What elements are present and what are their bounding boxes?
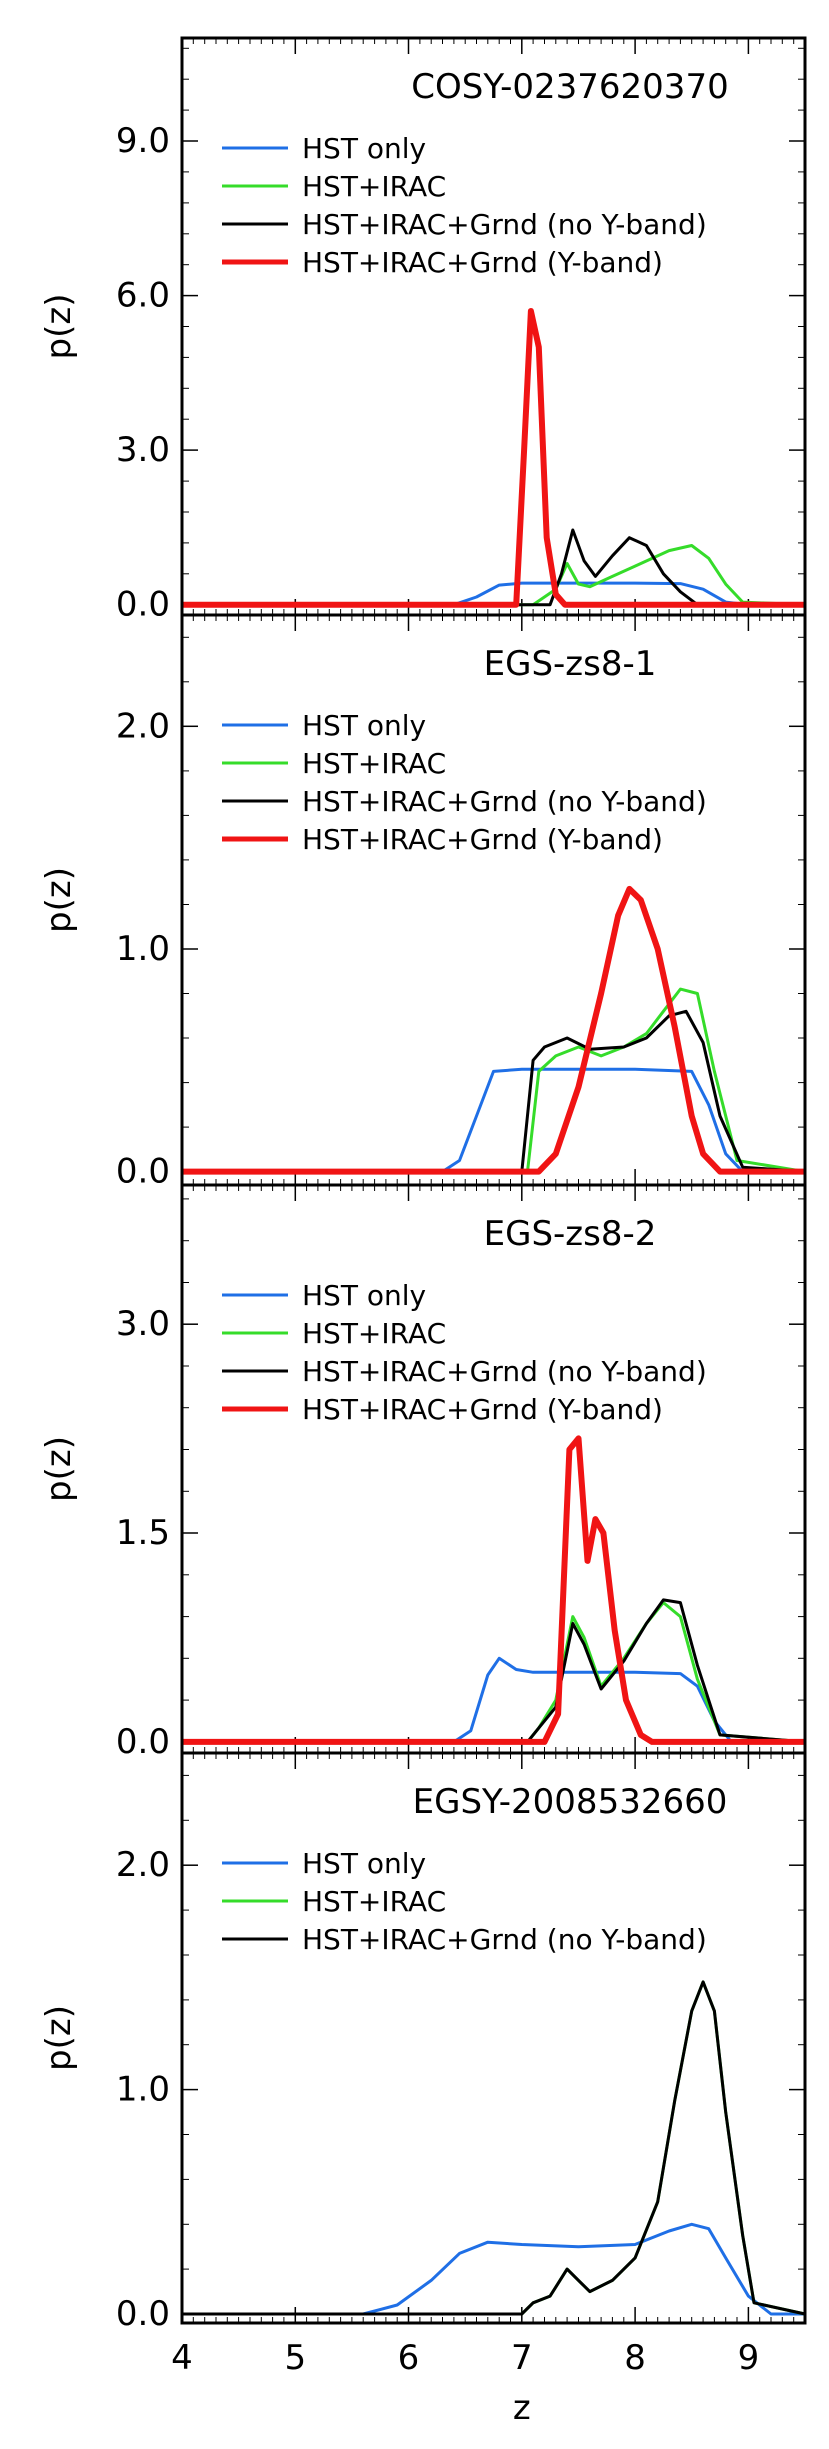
x-tick-label: 6 (398, 2338, 420, 2378)
x-tick-label: 5 (284, 2338, 306, 2378)
y-tick-label: 6.0 (116, 276, 170, 316)
legend-label: HST only (302, 709, 426, 742)
y-tick-label: 3.0 (116, 1304, 170, 1344)
y-tick-label: 1.0 (116, 929, 170, 969)
chart-title: COSY-0237620370 (411, 67, 728, 107)
legend-label: HST only (302, 132, 426, 165)
legend-label: HST+IRAC (302, 1885, 446, 1918)
series-line (182, 528, 805, 607)
legend-label: HST+IRAC+Grnd (no Y-band) (302, 785, 707, 818)
plot-frame (180, 1751, 807, 2325)
y-tick-label: 2.0 (116, 1845, 170, 1885)
legend-label: HST only (302, 1847, 426, 1880)
series-line (182, 1435, 805, 1745)
series-line (182, 885, 805, 1175)
legend-label: HST+IRAC (302, 1317, 446, 1350)
y-axis-label: p(z) (39, 1436, 79, 1502)
series-line (182, 308, 805, 608)
y-axis-label: p(z) (39, 294, 79, 360)
legend-label: HST+IRAC+Grnd (no Y-band) (302, 1923, 707, 1956)
x-tick-label: 4 (171, 2338, 193, 2378)
legend-label: HST+IRAC+Grnd (no Y-band) (302, 1355, 707, 1388)
series-line (182, 2222, 805, 2316)
series-line (182, 581, 805, 607)
plot-frame (180, 613, 807, 1187)
plot-frame (180, 36, 807, 617)
y-tick-label: 0.0 (116, 1152, 170, 1192)
legend-label: HST+IRAC+Grnd (Y-band) (302, 246, 663, 279)
chart-panel-1: 0.0 3.0 6.0 9.0 p(z) COSY-0237620370 HST only H… (39, 36, 807, 625)
legend-label: HST+IRAC+Grnd (no Y-band) (302, 208, 707, 241)
y-tick-label: 0.0 (116, 1722, 170, 1762)
x-tick-label: 8 (624, 2338, 646, 2378)
series-line (182, 1601, 806, 1744)
y-tick-label: 0.0 (116, 585, 170, 625)
x-axis-label: z (513, 2388, 531, 2428)
y-tick-label: 3.0 (116, 430, 170, 470)
series-line (182, 1980, 806, 2316)
chart-panel-3: 0.0 1.5 3.0 p(z) EGS-zs8-2 HST only HST+IRAC HS… (39, 1183, 807, 1762)
chart-panel-4: 0.0 1.0 2.0 p(z) EGSY-2008532660 HST only HST+… (39, 1751, 807, 2428)
x-tick-label: 7 (511, 2338, 533, 2378)
chart-title: EGS-zs8-2 (484, 1214, 657, 1254)
legend-label: HST+IRAC (302, 170, 446, 203)
y-axis-label: p(z) (39, 867, 79, 933)
legend-label: HST+IRAC (302, 747, 446, 780)
y-tick-label: 1.0 (116, 2070, 170, 2110)
series-line (182, 1009, 806, 1174)
legend-label: HST+IRAC+Grnd (Y-band) (302, 1393, 663, 1426)
series-line (182, 544, 806, 607)
series-line (182, 1598, 806, 1744)
chart-panel-2: 0.0 1.0 2.0 p(z) EGS-zs8-1 HST only HST+IRAC HS… (39, 613, 807, 1192)
y-tick-label: 1.5 (116, 1513, 170, 1553)
legend-label: HST+IRAC+Grnd (Y-band) (302, 823, 663, 856)
series-line (182, 1656, 805, 1744)
legend-label: HST only (302, 1279, 426, 1312)
y-tick-label: 9.0 (116, 121, 170, 161)
chart-title: EGS-zs8-1 (484, 644, 657, 684)
series-line (182, 1980, 806, 2316)
series-line (182, 1067, 805, 1174)
y-tick-label: 0.0 (116, 2294, 170, 2334)
y-tick-label: 2.0 (116, 706, 170, 746)
y-axis-label: p(z) (39, 2005, 79, 2071)
x-tick-label: 9 (738, 2338, 760, 2378)
chart-title: EGSY-2008532660 (413, 1782, 728, 1822)
series-line (182, 987, 806, 1174)
